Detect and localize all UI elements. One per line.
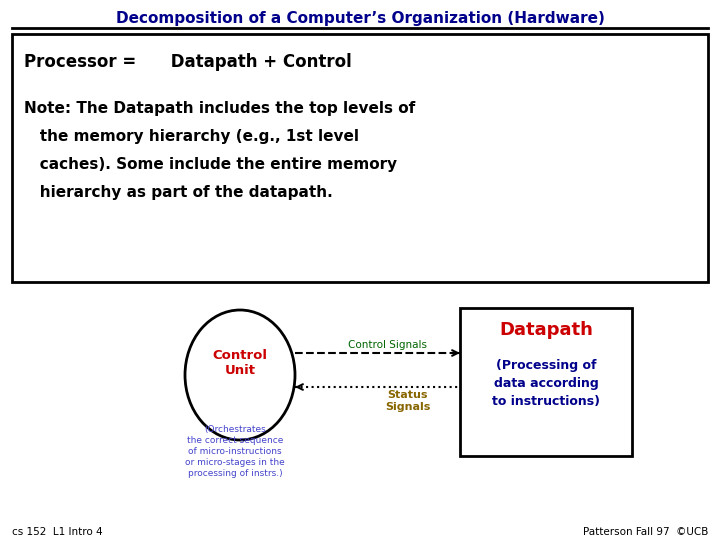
Ellipse shape <box>185 310 295 440</box>
Text: cs 152  L1 Intro 4: cs 152 L1 Intro 4 <box>12 527 103 537</box>
Text: Patterson Fall 97  ©UCB: Patterson Fall 97 ©UCB <box>582 527 708 537</box>
Text: (Processing of
data according
to instructions): (Processing of data according to instruc… <box>492 359 600 408</box>
Text: Status
Signals: Status Signals <box>384 390 430 411</box>
Text: Note: The Datapath includes the top levels of: Note: The Datapath includes the top leve… <box>24 100 415 116</box>
Text: Control
Unit: Control Unit <box>212 349 268 377</box>
Text: hierarchy as part of the datapath.: hierarchy as part of the datapath. <box>24 185 333 199</box>
Text: Processor =      Datapath + Control: Processor = Datapath + Control <box>24 53 352 71</box>
Text: caches). Some include the entire memory: caches). Some include the entire memory <box>24 157 397 172</box>
Text: the memory hierarchy (e.g., 1st level: the memory hierarchy (e.g., 1st level <box>24 129 359 144</box>
Bar <box>12 34 708 282</box>
Text: Control Signals: Control Signals <box>348 340 427 350</box>
Bar <box>460 308 632 456</box>
Text: Decomposition of a Computer’s Organization (Hardware): Decomposition of a Computer’s Organizati… <box>116 10 604 25</box>
Text: Datapath: Datapath <box>499 321 593 339</box>
Text: (Orchestrates
the correct sequence
of micro-instructions
or micro-stages in the
: (Orchestrates the correct sequence of mi… <box>185 425 285 478</box>
